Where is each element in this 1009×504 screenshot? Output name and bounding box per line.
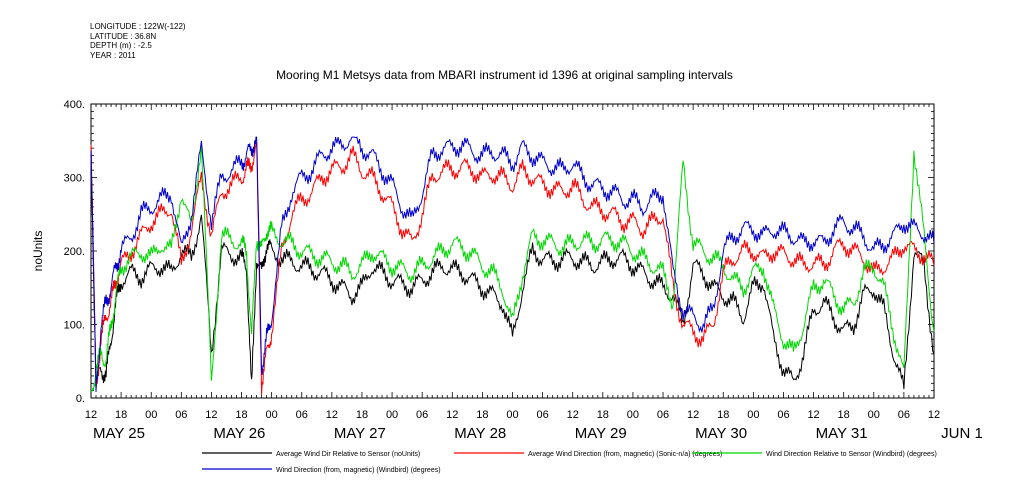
date-label: MAY 25 (93, 425, 145, 442)
plot-frame (90, 103, 935, 399)
depth-label: DEPTH (m) : -2.5 (90, 41, 152, 50)
date-label: MAY 26 (213, 425, 265, 442)
date-label: MAY 31 (816, 425, 868, 442)
y-tick-label: 100. (64, 320, 85, 332)
x-tick-label: 12 (567, 409, 579, 421)
latitude-label: LATITUDE : 36.8N (90, 31, 157, 41)
y-tick-label: 200. (64, 246, 85, 258)
x-tick-label: 18 (597, 409, 609, 421)
legend-label: Average Wind Dir Relative to Sensor (noU… (276, 451, 420, 458)
y-axis-label: noUnits (31, 231, 45, 272)
legend-label: Average Wind Direction (from, magnetic) … (528, 451, 722, 458)
x-tick-label: 12 (446, 409, 458, 421)
x-tick-label: 12 (205, 409, 217, 421)
date-label: MAY 27 (334, 425, 386, 442)
x-tick-label: 12 (807, 409, 819, 421)
x-tick-label: 18 (235, 409, 247, 421)
x-tick-label: 00 (506, 409, 518, 421)
x-tick-label: 00 (266, 409, 278, 421)
x-tick-label: 12 (85, 409, 97, 421)
longitude-label: LONGITUDE : 122W(-122) (90, 22, 186, 31)
x-tick-label: 18 (717, 409, 729, 421)
x-tick-label: 06 (536, 409, 548, 421)
x-tick-label: 06 (657, 409, 669, 421)
x-tick-label: 06 (416, 409, 428, 421)
metadata-block: LONGITUDE : 122W(-122) LATITUDE : 36.8N … (90, 22, 186, 60)
date-label: MAY 29 (575, 425, 627, 442)
series-line (90, 142, 935, 390)
series-line (90, 140, 935, 392)
x-tick-label: 18 (356, 409, 368, 421)
x-tick-label: 00 (868, 409, 880, 421)
x-tick-label: 06 (175, 409, 187, 421)
date-label: JUN 1 (941, 425, 983, 442)
year-label: YEAR : 2011 (90, 50, 136, 60)
series-line (90, 140, 935, 396)
series-line (90, 136, 935, 393)
legend-label: Wind Direction (from, magnetic) (Windbir… (276, 467, 441, 474)
x-tick-label: 00 (145, 409, 157, 421)
x-tick-label: 06 (898, 409, 910, 421)
x-tick-label: 06 (296, 409, 308, 421)
x-tick-label: 18 (476, 409, 488, 421)
date-label: MAY 30 (695, 425, 747, 442)
y-tick-label: 300. (64, 173, 85, 185)
x-tick-label: 00 (627, 409, 639, 421)
date-label: MAY 28 (454, 425, 506, 442)
chart-title: Mooring M1 Metsys data from MBARI instru… (276, 68, 733, 82)
x-tick-label: 18 (115, 409, 127, 421)
x-tick-label: 06 (777, 409, 789, 421)
x-tick-label: 00 (747, 409, 759, 421)
x-tick-label: 18 (838, 409, 850, 421)
y-tick-label: 400. (64, 99, 85, 111)
x-tick-label: 00 (386, 409, 398, 421)
x-tick-label: 12 (687, 409, 699, 421)
y-tick-label: 0. (76, 393, 85, 405)
legend-label: Wind Direction Relative to Sensor (Windb… (766, 451, 937, 458)
x-tick-label: 12 (326, 409, 338, 421)
x-tick-label: 12 (928, 409, 940, 421)
